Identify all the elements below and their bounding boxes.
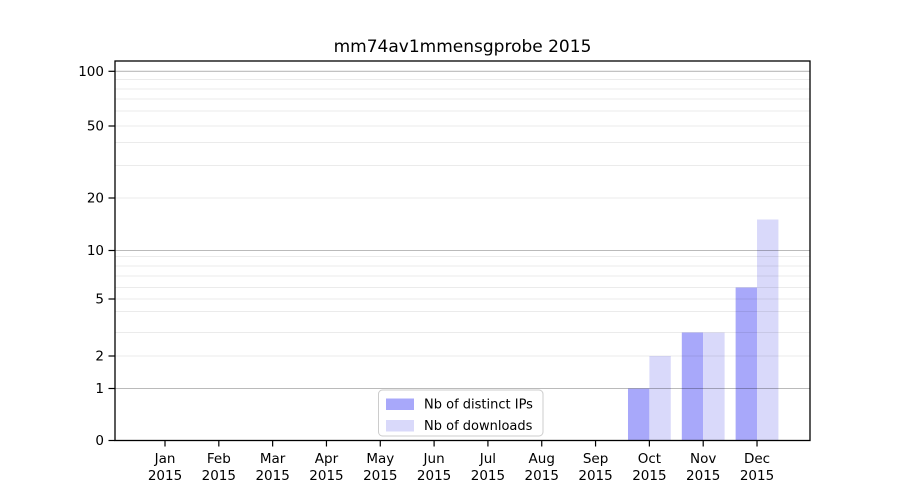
x-tick-label-year: 2015 bbox=[471, 468, 505, 484]
x-tick-label-year: 2015 bbox=[255, 468, 289, 484]
x-tick-label-month: May bbox=[366, 451, 394, 467]
bar-distinct-ips bbox=[681, 332, 704, 441]
bar-distinct-ips bbox=[627, 388, 650, 441]
legend-swatch-downloads bbox=[386, 420, 414, 432]
legend-swatch-distinct-ips bbox=[386, 398, 414, 410]
legend-label-downloads: Nb of downloads bbox=[424, 419, 533, 434]
gridlines-group bbox=[115, 70, 810, 390]
x-tick-label-month: Jul bbox=[479, 451, 496, 467]
x-tick-label-month: Apr bbox=[315, 451, 339, 467]
chart-title: mm74av1mmensgprobe 2015 bbox=[334, 37, 592, 57]
x-tick-label-month: Jun bbox=[423, 451, 445, 467]
x-tick-label-year: 2015 bbox=[417, 468, 451, 484]
x-tick-label-month: Sep bbox=[583, 451, 608, 467]
bar-downloads bbox=[703, 332, 725, 441]
legend-box bbox=[378, 389, 544, 437]
x-tick-label-month: Mar bbox=[260, 451, 286, 467]
y-tick-label: 50 bbox=[87, 119, 104, 135]
x-tick-label-year: 2015 bbox=[148, 468, 182, 484]
y-tick-label: 0 bbox=[95, 433, 104, 449]
x-tick-label-year: 2015 bbox=[202, 468, 236, 484]
x-tick-label-year: 2015 bbox=[686, 468, 720, 484]
y-tick-label: 10 bbox=[87, 243, 104, 259]
bar-downloads bbox=[757, 219, 779, 441]
x-tick-label-year: 2015 bbox=[363, 468, 397, 484]
x-tick-label-month: Nov bbox=[690, 451, 716, 467]
legend: Nb of distinct IPs Nb of downloads bbox=[378, 389, 544, 437]
x-tick-label-year: 2015 bbox=[578, 468, 612, 484]
y-tick-label: 100 bbox=[78, 64, 104, 80]
x-tick-label-year: 2015 bbox=[632, 468, 666, 484]
x-tick-label-month: Aug bbox=[529, 451, 555, 467]
y-tick-label: 1 bbox=[95, 381, 104, 397]
x-tick-label-year: 2015 bbox=[740, 468, 774, 484]
y-tick-label: 20 bbox=[87, 191, 104, 207]
y-axis-group: 0 1 2 5 10 20 50 100 bbox=[78, 64, 115, 449]
bar-distinct-ips bbox=[735, 287, 758, 441]
bar-downloads bbox=[649, 356, 671, 441]
x-tick-label-year: 2015 bbox=[525, 468, 559, 484]
legend-label-distinct-ips: Nb of distinct IPs bbox=[424, 398, 533, 413]
y-tick-label: 2 bbox=[95, 349, 104, 365]
x-tick-label-month: Dec bbox=[744, 451, 770, 467]
y-tick-label: 5 bbox=[95, 292, 104, 308]
x-tick-label-year: 2015 bbox=[309, 468, 343, 484]
x-tick-label-month: Feb bbox=[207, 451, 231, 467]
x-axis-group: Jan2015Feb2015Mar2015Apr2015May2015Jun20… bbox=[148, 440, 774, 484]
x-tick-label-month: Jan bbox=[154, 451, 176, 467]
bars-group bbox=[627, 219, 779, 441]
x-tick-label-month: Oct bbox=[638, 451, 661, 467]
